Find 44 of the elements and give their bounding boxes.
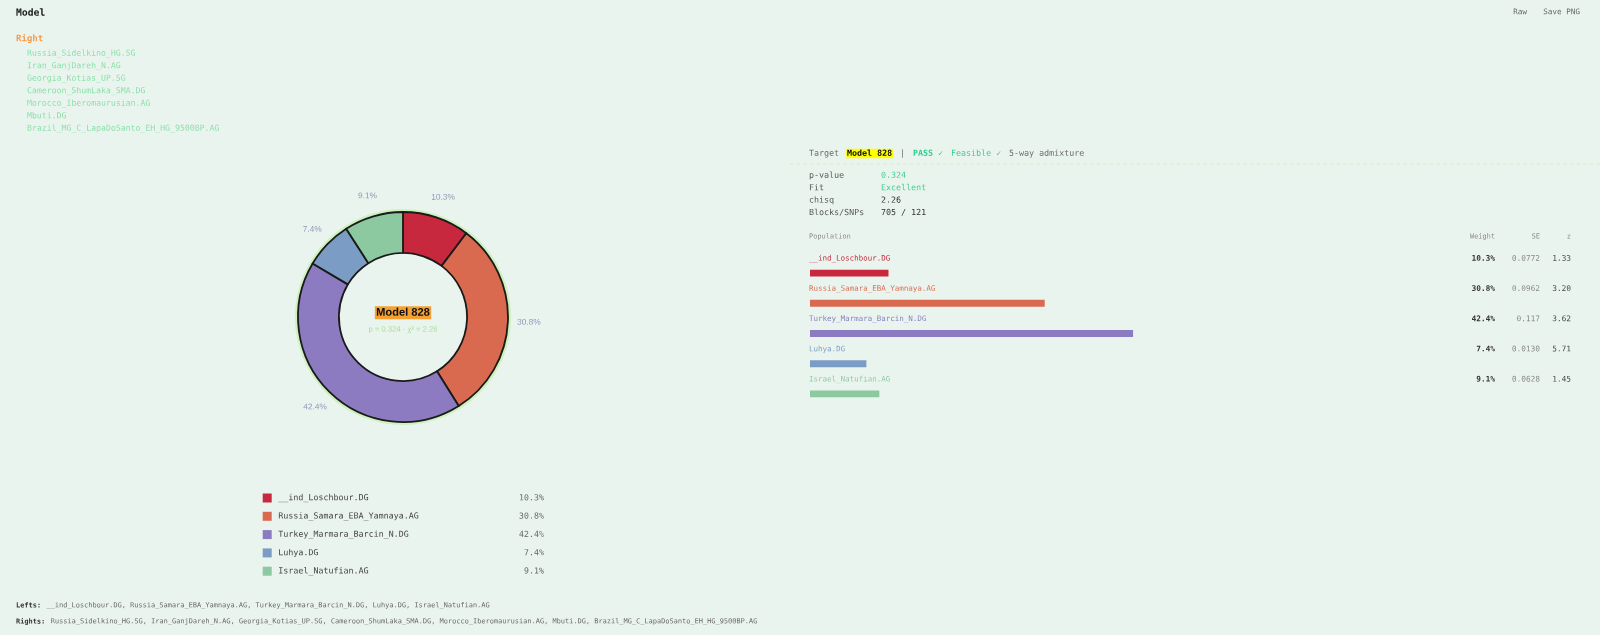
- bar: [810, 390, 880, 398]
- legend-label: Russia_Samara_EBA_Yamnaya.AG: [278, 512, 419, 521]
- data-label: 9.1%: [358, 192, 377, 199]
- data-label: 30.8%: [517, 318, 541, 325]
- text: PASS ✓: [913, 149, 943, 156]
- text: 42.4%: [519, 530, 544, 537]
- legend-label: Turkey_Marmara_Barcin_N.DG: [278, 530, 409, 539]
- text: Mbuti.DG: [27, 112, 66, 119]
- text: Target: [809, 149, 839, 158]
- text: 0.324: [881, 171, 906, 178]
- text: Fit: [809, 183, 824, 191]
- text: Feasible ✓: [951, 149, 1001, 156]
- text: Right: [16, 33, 43, 44]
- legend-label: Luhya.DG: [279, 548, 318, 557]
- text: Excellent: [881, 183, 926, 191]
- text: Model: [16, 8, 45, 16]
- text: 9.1%: [524, 567, 544, 574]
- text: 2.26: [881, 196, 901, 203]
- legend-label: __ind_Loschbour.DG: [278, 493, 369, 503]
- legend-label: Israel_Natufian.AG: [279, 567, 369, 576]
- text: 7.4%: [524, 549, 544, 556]
- text: Georgia_Kotias_UP.SG: [27, 74, 126, 83]
- text: Brazil_MG_C_LapaDoSanto_EH_HG_9500BP.AG: [27, 124, 219, 133]
- text: Cameroon_ShumLaka_SMA.DG: [27, 86, 145, 96]
- text: Russia_Sidelkino_HG.SG: [27, 49, 136, 58]
- text: Blocks/SNPs: [809, 208, 864, 216]
- data-label: 10.3%: [431, 193, 455, 200]
- text: chisq: [809, 196, 834, 205]
- text: Morocco_Iberomaurusian.AG: [27, 99, 150, 108]
- text: 5-way admixture: [1009, 149, 1084, 158]
- text: 705 / 121: [881, 208, 926, 216]
- bar: [810, 299, 1045, 307]
- bar: [810, 360, 867, 368]
- data-label: 42.4%: [303, 403, 327, 410]
- data-label: 7.4%: [303, 225, 322, 232]
- bar: [810, 269, 889, 277]
- text: p-value: [809, 171, 844, 180]
- text: |: [902, 149, 903, 158]
- bar: [810, 330, 1134, 337]
- text: Model 828: [847, 149, 892, 156]
- text: Model 828: [376, 307, 430, 316]
- text: 10.3%: [519, 494, 544, 501]
- text: Iran_GanjDareh_N.AG: [27, 61, 121, 71]
- text: 30.8%: [519, 512, 544, 519]
